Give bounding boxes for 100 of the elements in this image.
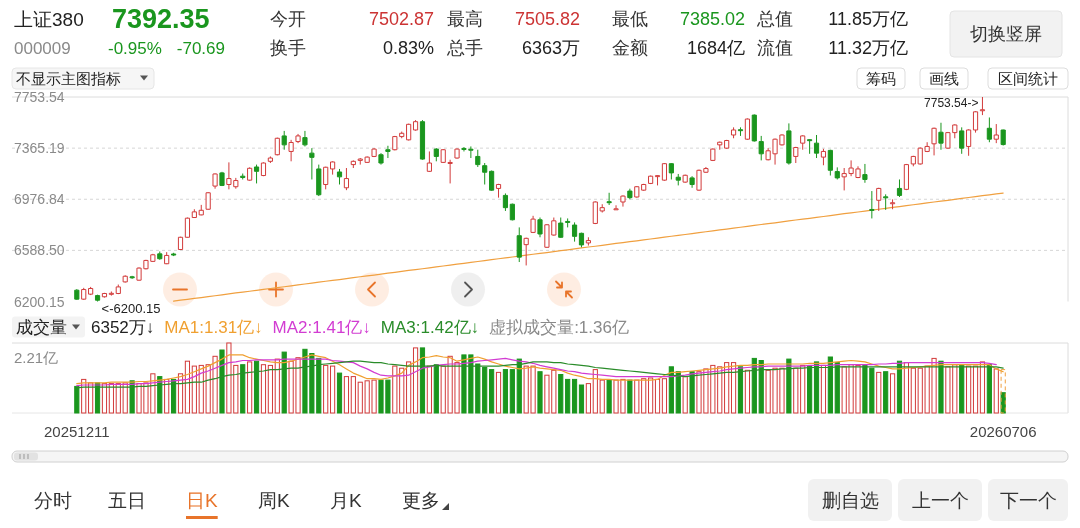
candlestick <box>495 183 502 199</box>
bar <box>730 362 737 414</box>
bar <box>724 362 730 414</box>
candlestick <box>274 137 280 156</box>
bar <box>993 368 999 414</box>
bar <box>578 384 585 414</box>
text: 换手 <box>270 38 306 58</box>
candlestick <box>184 217 191 239</box>
text: 筹码 <box>866 69 896 87</box>
bar <box>350 376 356 414</box>
candlestick <box>240 173 246 180</box>
text: 日K <box>186 489 218 511</box>
candlestick <box>565 217 571 228</box>
text: 上一个 <box>911 489 969 511</box>
text: -0.95% <box>108 38 162 58</box>
candlestick <box>724 139 730 150</box>
candlestick <box>412 119 419 132</box>
text: 区间统计 <box>998 69 1058 87</box>
candlestick <box>88 286 94 296</box>
bar <box>627 379 633 414</box>
candlestick <box>343 167 350 191</box>
candlestick <box>94 294 101 302</box>
text: 下一个 <box>999 489 1057 511</box>
bar <box>661 378 668 414</box>
bar <box>516 358 522 414</box>
bar <box>74 385 80 414</box>
bar <box>883 371 889 414</box>
candlestick <box>523 237 529 266</box>
candlestick <box>191 208 197 219</box>
bar <box>807 365 813 414</box>
candlestick <box>903 163 909 191</box>
x-tick-label: 20260706 <box>969 422 1037 440</box>
text: 11.85万亿 <box>828 9 908 29</box>
bar <box>813 361 820 414</box>
candlestick <box>689 175 695 189</box>
text: 周K <box>258 489 290 511</box>
candlestick <box>482 162 488 185</box>
candlestick <box>288 139 294 162</box>
candlestick <box>122 274 128 284</box>
candlestick <box>613 204 619 211</box>
candlestick <box>260 161 267 177</box>
candlestick <box>675 173 681 186</box>
candlestick <box>620 194 626 208</box>
candlestick <box>108 291 114 297</box>
candlestick <box>558 217 564 239</box>
candlestick <box>419 119 426 161</box>
bar <box>412 347 419 414</box>
bar <box>426 365 432 414</box>
candlestick <box>827 149 833 177</box>
candlestick <box>648 175 654 185</box>
candlestick <box>212 172 218 190</box>
candlestick <box>862 163 868 184</box>
bar <box>938 360 944 414</box>
bar <box>336 372 343 414</box>
candlestick <box>654 174 661 186</box>
bar <box>343 376 350 414</box>
text: 删自选 <box>821 489 879 511</box>
bar <box>820 364 827 414</box>
annotation: <-6200.15 <box>101 300 161 315</box>
series-label: MA1:1.31亿↓ <box>164 317 263 337</box>
candlestick <box>571 221 578 243</box>
candlestick <box>661 162 668 182</box>
bar <box>171 378 177 414</box>
bar <box>827 356 833 414</box>
text: 虚拟成交量:1.36亿 <box>489 317 629 337</box>
bar <box>253 360 260 414</box>
bar <box>979 361 986 414</box>
candlestick <box>820 148 827 166</box>
candlestick <box>157 250 163 261</box>
bar <box>419 347 426 414</box>
candlestick <box>454 147 460 160</box>
candlestick <box>710 147 716 162</box>
bar <box>558 374 564 414</box>
bar <box>786 358 792 414</box>
bar <box>571 378 578 414</box>
candlestick <box>730 126 737 139</box>
bar <box>537 371 543 414</box>
candlestick <box>516 226 522 263</box>
candlestick <box>81 287 87 301</box>
text: 分时 <box>34 489 72 511</box>
candlestick <box>281 130 287 151</box>
bar <box>689 371 695 414</box>
text: 6363万 <box>521 38 580 58</box>
bar <box>744 369 750 414</box>
bar <box>274 358 280 414</box>
candlestick <box>869 190 875 219</box>
bar <box>433 364 439 414</box>
text: 最低 <box>612 9 648 29</box>
candlestick <box>931 127 937 156</box>
candlestick <box>129 275 135 280</box>
bar <box>972 365 979 414</box>
candlestick <box>385 145 391 159</box>
candlestick <box>993 123 999 144</box>
candlestick <box>115 284 121 295</box>
candlestick <box>475 149 481 168</box>
bar <box>675 371 681 414</box>
text: 更多 <box>402 489 440 511</box>
candlestick <box>205 191 211 211</box>
candlestick <box>737 126 744 137</box>
y-tick-label: 7365.19 <box>14 140 65 157</box>
